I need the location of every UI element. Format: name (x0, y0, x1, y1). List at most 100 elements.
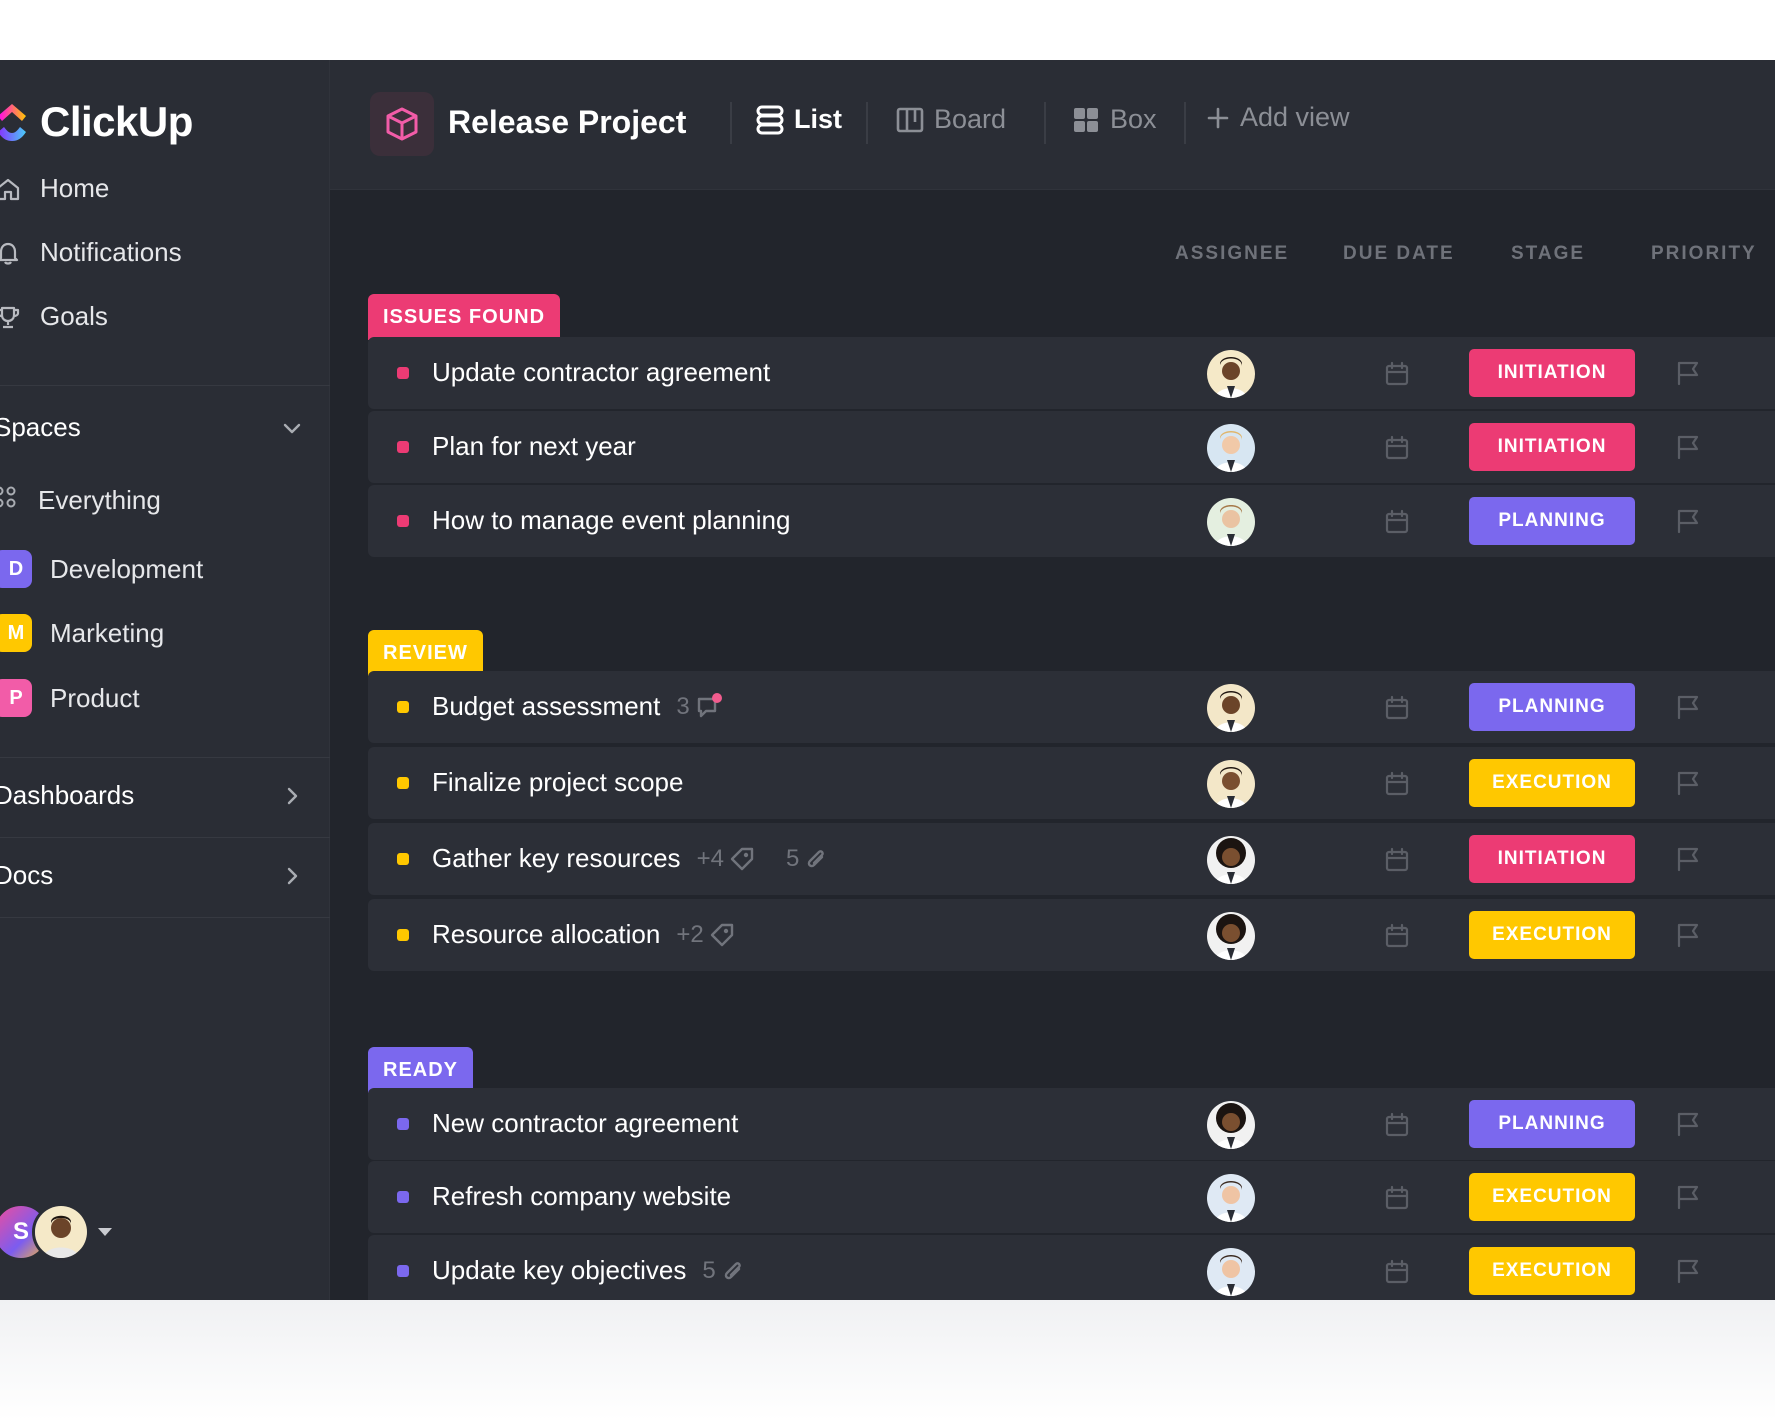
tag-count[interactable]: +4 (697, 845, 756, 873)
priority-button[interactable] (1674, 845, 1702, 878)
space-everything[interactable]: Everything (0, 485, 161, 516)
priority-button[interactable] (1674, 921, 1702, 954)
attachment-count[interactable]: 5 (702, 1257, 745, 1285)
status-dot (397, 777, 409, 789)
add-view-button[interactable]: Add view (1206, 102, 1350, 133)
task-title[interactable]: Update contractor agreement (432, 357, 771, 387)
divider (866, 102, 868, 144)
calendar-icon (1385, 361, 1409, 386)
task-title[interactable]: New contractor agreement (432, 1108, 739, 1138)
attachment-count[interactable]: 5 (786, 845, 829, 873)
stage-badge[interactable]: EXECUTION (1469, 1173, 1635, 1221)
nav-goals[interactable]: Goals (0, 301, 108, 332)
due-date-button[interactable] (1384, 435, 1410, 466)
divider (0, 757, 330, 758)
task-row[interactable]: Gather key resources +4 5 INITIATION (368, 823, 1775, 895)
chevron-down-icon[interactable] (280, 416, 304, 440)
priority-button[interactable] (1674, 1183, 1702, 1216)
space-marketing[interactable]: M Marketing (0, 614, 164, 652)
nav-home[interactable]: Home (0, 173, 109, 204)
caret-down-icon (98, 1228, 112, 1236)
tab-board[interactable]: Board (896, 104, 1006, 135)
task-row[interactable]: Update key objectives 5 EXECUTION (368, 1235, 1775, 1300)
stage-badge[interactable]: EXECUTION (1469, 759, 1635, 807)
task-row[interactable]: Update contractor agreement INITIATION (368, 337, 1775, 409)
stage-badge[interactable]: PLANNING (1469, 1100, 1635, 1148)
task-row[interactable]: How to manage event planning PLANNING (368, 485, 1775, 557)
assignee-avatar[interactable] (1205, 1246, 1257, 1298)
stage-badge[interactable]: EXECUTION (1469, 1247, 1635, 1295)
space-development[interactable]: D Development (0, 550, 203, 588)
nav-goals-label: Goals (40, 301, 108, 331)
assignee-avatar[interactable] (1205, 758, 1257, 810)
dashboards-item[interactable]: Dashboards (0, 780, 304, 811)
assignee-avatar[interactable] (1205, 910, 1257, 962)
priority-button[interactable] (1674, 769, 1702, 802)
due-date-button[interactable] (1384, 1259, 1410, 1290)
task-row[interactable]: Budget assessment 3 PLANNING (368, 671, 1775, 743)
priority-button[interactable] (1674, 433, 1702, 466)
assignee-avatar[interactable] (1205, 348, 1257, 400)
assignee-avatar[interactable] (1205, 682, 1257, 734)
group-label[interactable]: ISSUES FOUND (368, 294, 561, 340)
list-icon (756, 105, 784, 134)
task-row[interactable]: Resource allocation +2 EXECUTION (368, 899, 1775, 971)
spaces-header[interactable]: Spaces (0, 412, 304, 443)
task-title-wrap: Plan for next year (432, 431, 636, 462)
comment-count[interactable]: 3 (676, 692, 723, 722)
calendar-icon (1385, 1112, 1409, 1137)
task-title[interactable]: Resource allocation (432, 919, 661, 949)
tab-list[interactable]: List (756, 104, 842, 135)
task-row[interactable]: Plan for next year INITIATION (368, 411, 1775, 483)
task-title[interactable]: Update key objectives (432, 1255, 687, 1285)
assignee-avatar[interactable] (1205, 496, 1257, 548)
priority-button[interactable] (1674, 359, 1702, 392)
assignee-avatar[interactable] (1205, 1172, 1257, 1224)
priority-button[interactable] (1674, 507, 1702, 540)
tab-box[interactable]: Box (1072, 104, 1157, 135)
due-date-button[interactable] (1384, 1185, 1410, 1216)
comment-icon (697, 692, 722, 717)
stage-badge[interactable]: INITIATION (1469, 423, 1635, 471)
paperclip-icon (808, 849, 825, 867)
due-date-button[interactable] (1384, 923, 1410, 954)
tab-list-label: List (794, 104, 843, 134)
due-date-button[interactable] (1384, 695, 1410, 726)
priority-button[interactable] (1674, 693, 1702, 726)
tag-count[interactable]: +2 (676, 921, 735, 949)
task-title[interactable]: Plan for next year (432, 431, 636, 461)
stage-badge[interactable]: INITIATION (1469, 349, 1635, 397)
task-title[interactable]: Budget assessment (432, 691, 661, 721)
user-menu[interactable]: S (0, 1203, 112, 1261)
task-row[interactable]: Refresh company website EXECUTION (368, 1161, 1775, 1233)
stage-badge[interactable]: INITIATION (1469, 835, 1635, 883)
space-product[interactable]: P Product (0, 679, 140, 717)
task-row[interactable]: Finalize project scope EXECUTION (368, 747, 1775, 819)
task-row[interactable]: New contractor agreement PLANNING (368, 1088, 1775, 1160)
assignee-avatar[interactable] (1205, 422, 1257, 474)
task-title[interactable]: Refresh company website (432, 1181, 732, 1211)
stage-badge[interactable]: EXECUTION (1469, 911, 1635, 959)
clickup-logo[interactable]: ClickUp (0, 98, 193, 146)
assignee-avatar[interactable] (1205, 1099, 1257, 1151)
due-date-button[interactable] (1384, 509, 1410, 540)
group-label[interactable]: READY (368, 1047, 474, 1093)
task-title[interactable]: Gather key resources (432, 843, 681, 873)
docs-item[interactable]: Docs (0, 860, 304, 891)
attachment-count-value: 5 (702, 1256, 716, 1284)
tag-count-value: +4 (696, 844, 724, 872)
group-label[interactable]: REVIEW (368, 630, 483, 676)
avatar-icon (1207, 684, 1255, 732)
stage-badge[interactable]: PLANNING (1469, 497, 1635, 545)
assignee-avatar[interactable] (1205, 834, 1257, 886)
due-date-button[interactable] (1384, 1112, 1410, 1143)
stage-badge[interactable]: PLANNING (1469, 683, 1635, 731)
nav-notifications[interactable]: Notifications (0, 237, 182, 268)
priority-button[interactable] (1674, 1110, 1702, 1143)
due-date-button[interactable] (1384, 847, 1410, 878)
priority-button[interactable] (1674, 1257, 1702, 1290)
due-date-button[interactable] (1384, 361, 1410, 392)
task-title[interactable]: Finalize project scope (432, 767, 684, 797)
due-date-button[interactable] (1384, 771, 1410, 802)
task-title[interactable]: How to manage event planning (432, 505, 791, 535)
